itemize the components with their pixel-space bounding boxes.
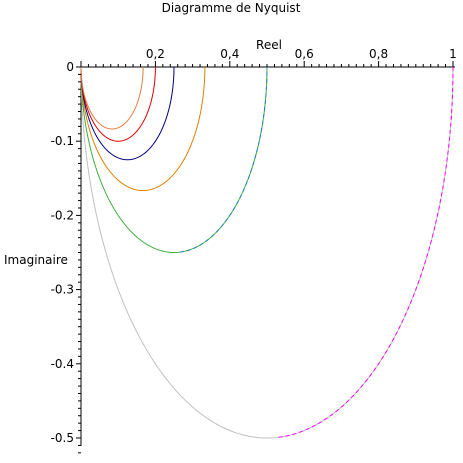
axes xyxy=(80,65,455,446)
chart-title: Diagramme de Nyquist xyxy=(162,1,301,15)
y-tick-label: -0.4 xyxy=(51,357,74,371)
nyquist-curve xyxy=(80,66,156,142)
nyquist-curve xyxy=(80,66,206,192)
x-axis-label: Reel xyxy=(256,38,282,52)
ticks: 0,2 0,4 0,6 0,8 1 0 -0.1 -0.2 -0.3 -0.4 -0.5 xyxy=(51,47,457,454)
nyquist-curve xyxy=(80,66,175,161)
nyquist-curve xyxy=(80,66,144,130)
nyquist-curve-overlay xyxy=(278,66,454,438)
series-group xyxy=(80,66,454,439)
nyquist-curve-overlay xyxy=(179,67,268,253)
y-tick-label: -0.1 xyxy=(51,134,74,148)
y-tick-label: 0 xyxy=(66,60,74,74)
y-axis-label: Imaginaire xyxy=(4,253,68,267)
y-tick-label: -0.5 xyxy=(51,431,74,445)
x-tick-label: 0,4 xyxy=(220,47,239,61)
x-tick-label: 0,2 xyxy=(146,47,165,61)
x-tick-label: 0,6 xyxy=(295,47,314,61)
y-tick-label: -0.2 xyxy=(51,208,74,222)
x-tick-label: 0,8 xyxy=(369,47,388,61)
x-tick-label: 1 xyxy=(449,47,457,61)
nyquist-curve xyxy=(80,66,268,254)
nyquist-curve xyxy=(80,66,454,439)
y-tick-label: -0.3 xyxy=(51,283,74,297)
